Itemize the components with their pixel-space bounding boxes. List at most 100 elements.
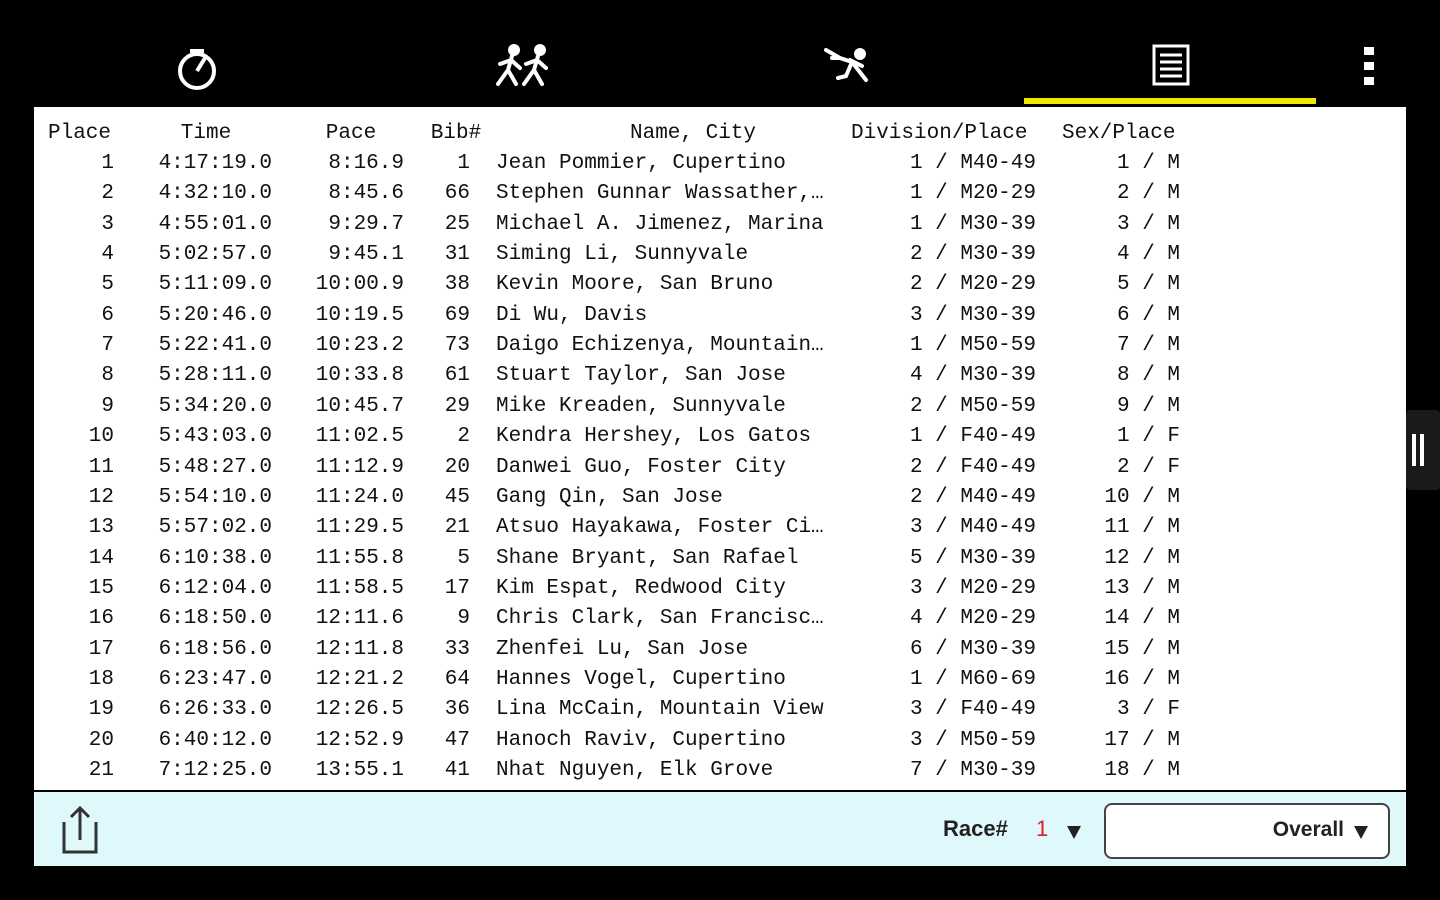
table-cell: 3 / M40-49 [909, 516, 1036, 540]
table-cell: 11:24.0 [315, 485, 404, 509]
table-cell: 3 / F [1116, 698, 1180, 722]
table-cell: 33 [444, 637, 470, 661]
table-cell: 38 [444, 273, 470, 297]
table-cell: 6:12:04.0 [158, 576, 272, 600]
table-cell: 4 / M20-29 [909, 607, 1036, 631]
table-cell: 2 [101, 182, 114, 206]
filter-dropdown[interactable]: Overall [1104, 803, 1390, 859]
table-cell: 3 / M20-29 [909, 576, 1036, 600]
table-cell: Daigo Echizenya, Mountain… [496, 334, 824, 358]
menu-button[interactable] [1364, 47, 1374, 85]
table-cell: 1 / M30-39 [909, 212, 1036, 236]
table-cell: 9:29.7 [328, 212, 404, 236]
table-cell: 61 [444, 364, 470, 388]
table-cell: 12 / M [1104, 546, 1180, 570]
sprinter-tab[interactable] [824, 48, 868, 82]
selected-tab-indicator [1024, 98, 1316, 104]
table-cell: 2 [457, 425, 470, 449]
race-dropdown-arrow[interactable] [1065, 822, 1085, 842]
table-cell: 10:00.9 [315, 273, 404, 297]
table-cell: 11 / M [1104, 516, 1180, 540]
table-cell: 18 / M [1104, 759, 1180, 782]
results-tab[interactable] [1152, 44, 1190, 86]
table-cell: 21 [88, 759, 114, 782]
stopwatch-tab[interactable] [178, 49, 216, 90]
table-cell: 12:26.5 [315, 698, 404, 722]
table-cell: 36 [444, 698, 470, 722]
column-header: Bib# [430, 122, 482, 145]
column-header: Pace [325, 122, 377, 145]
table-cell: 5:20:46.0 [158, 303, 272, 327]
table-cell: 17 [88, 637, 114, 661]
table-cell: Mike Kreaden, Sunnyvale [496, 394, 786, 418]
table-cell: 1 / M20-29 [909, 182, 1036, 206]
table-cell: 6:23:47.0 [158, 667, 272, 691]
table-cell: 3 / M [1116, 212, 1180, 236]
table-cell: Michael A. Jimenez, Marina [496, 212, 824, 236]
table-cell: 4 [101, 243, 114, 267]
table-cell: 7 / M30-39 [909, 759, 1036, 782]
table-cell: 4:55:01.0 [158, 212, 272, 236]
table-cell: 1 / F40-49 [909, 425, 1036, 449]
table-cell: 5 [457, 546, 470, 570]
table-cell: 12:11.8 [315, 637, 404, 661]
table-cell: 8 [101, 364, 114, 388]
side-handle[interactable] [1406, 410, 1440, 490]
table-cell: Danwei Guo, Foster City [496, 455, 786, 479]
race-number[interactable]: 1 [1036, 816, 1049, 841]
table-cell: 3 / M50-59 [909, 728, 1036, 752]
table-cell: 10:33.8 [315, 364, 404, 388]
table-cell: 8:45.6 [328, 182, 404, 206]
table-cell: 8:16.9 [328, 152, 404, 175]
table-cell: 18 [88, 667, 114, 691]
table-cell: 19 [88, 698, 114, 722]
table-cell: 11:12.9 [315, 455, 404, 479]
table-cell: 5:28:11.0 [158, 364, 272, 388]
table-cell: 9 / M [1116, 394, 1180, 418]
table-cell: Jean Pommier, Cupertino [496, 152, 786, 175]
table-cell: 4 / M [1116, 243, 1180, 267]
table-cell: Siming Li, Sunnyvale [496, 243, 749, 267]
table-cell: 3 / F40-49 [909, 698, 1036, 722]
table-cell: Nhat Nguyen, Elk Grove [496, 759, 774, 782]
table-cell: 45 [444, 485, 470, 509]
table-cell: Stuart Taylor, San Jose [496, 364, 786, 388]
table-cell: 5:34:20.0 [158, 394, 272, 418]
table-cell: 17 / M [1104, 728, 1180, 752]
table-cell: 64 [444, 667, 470, 691]
table-cell: 29 [444, 394, 470, 418]
tab-bar [178, 44, 1374, 104]
table-cell: 13:55.1 [315, 759, 404, 782]
table-cell: 12 [88, 485, 114, 509]
table-cell: 11 [88, 455, 114, 479]
table-cell: 2 / F40-49 [909, 455, 1036, 479]
table-cell: Kevin Moore, San Bruno [496, 273, 774, 297]
table-cell: Chris Clark, San Francisc… [496, 607, 824, 631]
table-cell: 2 / M40-49 [909, 485, 1036, 509]
table-cell: 4:17:19.0 [158, 152, 272, 175]
table-cell: Atsuo Hayakawa, Foster Ci… [496, 516, 824, 540]
table-cell: 11:58.5 [315, 576, 404, 600]
table-cell: 1 / M40-49 [909, 152, 1036, 175]
table-cell: 11:02.5 [315, 425, 404, 449]
table-cell: 8 / M [1116, 364, 1180, 388]
table-cell: 16 [88, 607, 114, 631]
race-label: Race# [943, 816, 1008, 841]
table-cell: 69 [444, 303, 470, 327]
table-cell: 5:02:57.0 [158, 243, 272, 267]
share-button[interactable] [54, 800, 114, 860]
table-cell: 12:52.9 [315, 728, 404, 752]
table-cell: 21 [444, 516, 470, 540]
table-cell: 5 / M30-39 [909, 546, 1036, 570]
table-cell: Gang Qin, San Jose [496, 485, 723, 509]
table-cell: 10 [88, 425, 114, 449]
table-cell: 12:21.2 [315, 667, 404, 691]
runners-tab[interactable] [496, 44, 548, 86]
table-cell: 73 [444, 334, 470, 358]
table-cell: 2 / F [1116, 455, 1180, 479]
table-cell: 14 / M [1104, 607, 1180, 631]
table-cell: 13 [88, 516, 114, 540]
table-cell: 4 / M30-39 [909, 364, 1036, 388]
table-cell: 5:11:09.0 [158, 273, 272, 297]
